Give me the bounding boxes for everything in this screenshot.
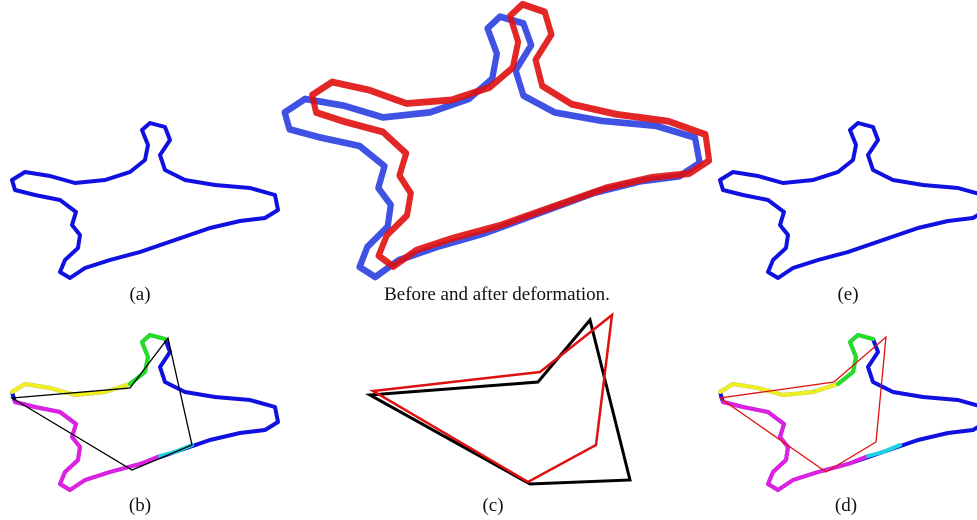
caption: (e) (837, 284, 858, 305)
shape-b (12, 335, 278, 490)
shape-e (720, 123, 977, 278)
figure: (a) Before and after deformation. (e) (b… (0, 0, 977, 520)
caption: (b) (129, 495, 151, 516)
deformation (285, 0, 715, 277)
shape-a (12, 123, 278, 278)
polygons-c (370, 315, 630, 484)
caption: (d) (835, 495, 857, 516)
caption: Before and after deformation. (384, 284, 610, 305)
caption: (c) (482, 495, 503, 516)
shape-d (720, 335, 977, 490)
caption: (a) (129, 284, 150, 305)
